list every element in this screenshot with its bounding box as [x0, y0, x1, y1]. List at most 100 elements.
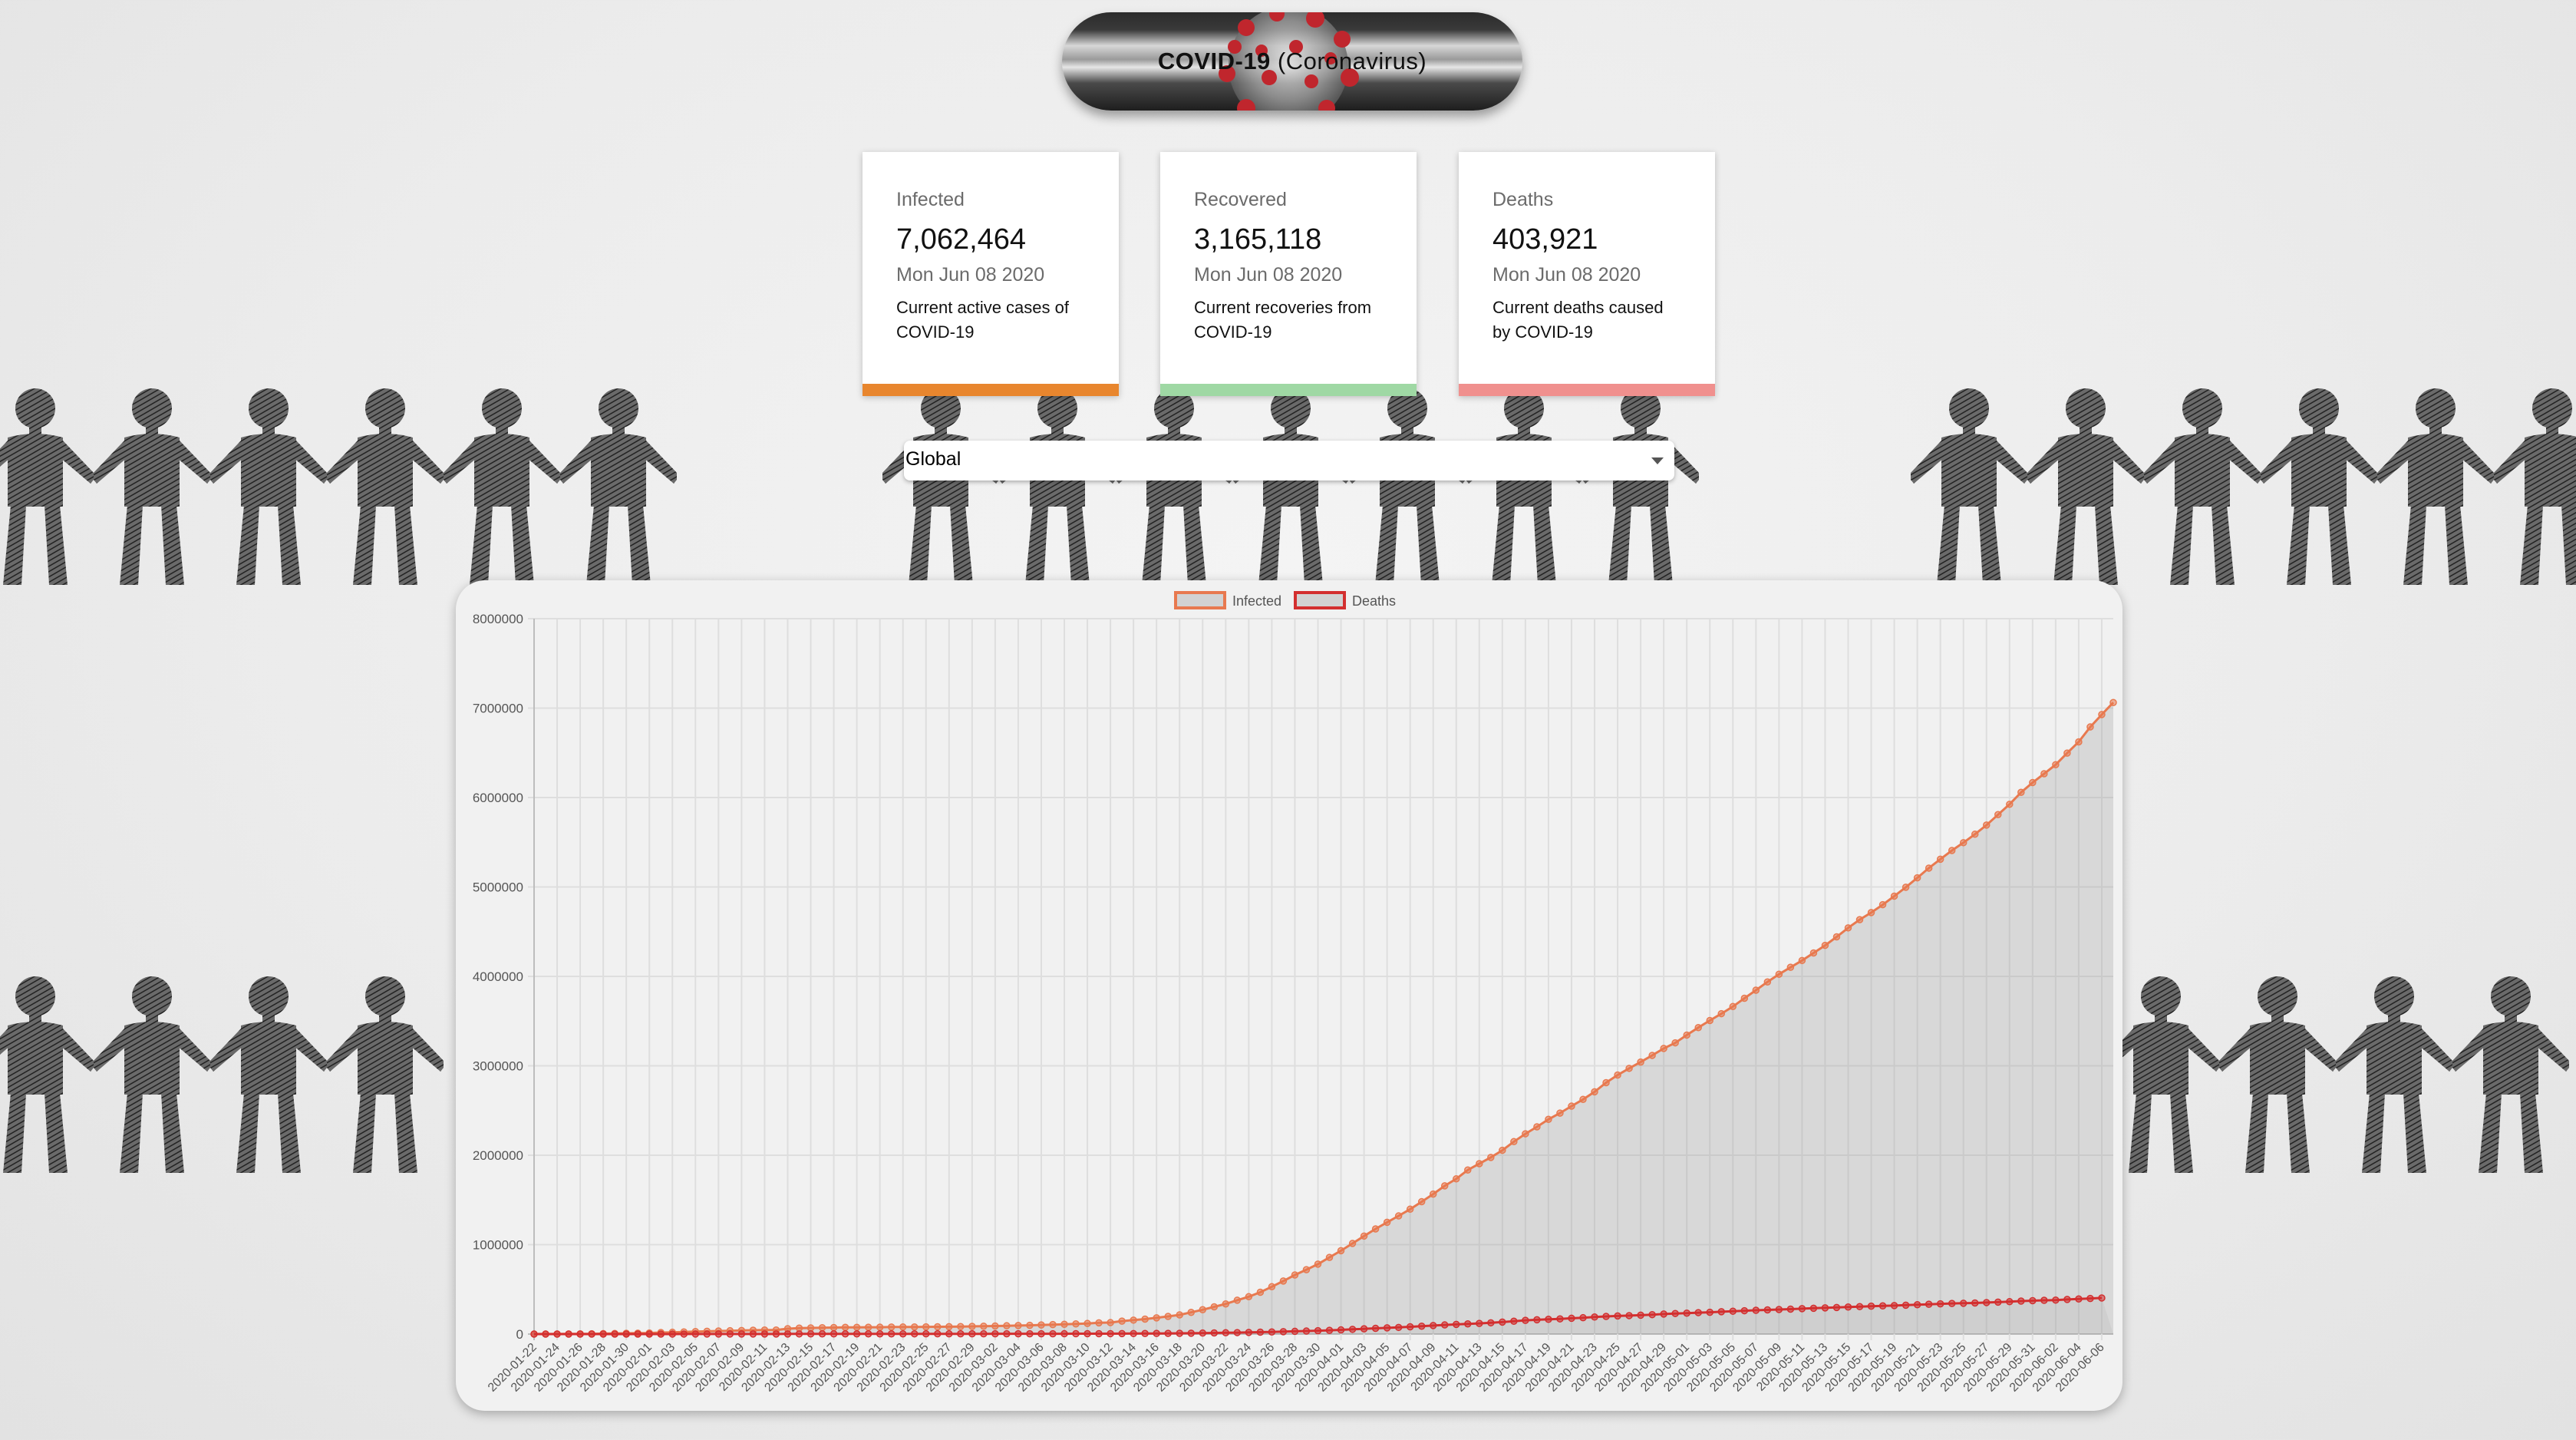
- data-point-deaths: [830, 1330, 838, 1338]
- y-tick-label: 0: [516, 1327, 523, 1342]
- person-figure: [1116, 388, 1232, 585]
- data-point-infected: [1809, 949, 1818, 957]
- data-point-deaths: [1694, 1309, 1702, 1316]
- data-point-infected: [1233, 1296, 1242, 1304]
- data-point-deaths: [1487, 1319, 1495, 1327]
- data-point-infected: [1660, 1045, 1667, 1052]
- data-point-infected: [1614, 1071, 1621, 1079]
- data-point-deaths: [1406, 1323, 1414, 1331]
- person-figure: [327, 976, 444, 1173]
- data-point-deaths: [1014, 1329, 1022, 1338]
- data-point-deaths: [1141, 1329, 1149, 1337]
- card-description: Current active cases of COVID-19: [896, 298, 1069, 342]
- data-point-infected: [1222, 1300, 1230, 1308]
- cases-line-chart: 0 1000000 2000000 3000000 4000000 5000000 6000…: [473, 591, 2117, 1395]
- data-point-deaths: [553, 1330, 561, 1338]
- data-point-infected: [934, 1323, 942, 1331]
- data-point-infected: [1072, 1320, 1080, 1328]
- data-point-deaths: [542, 1330, 549, 1338]
- coronavirus-image: [1219, 12, 1359, 111]
- data-point-infected: [1279, 1277, 1288, 1285]
- data-point-infected: [1545, 1115, 1552, 1124]
- data-point-infected: [945, 1323, 953, 1331]
- paper-people-decoration: [1911, 384, 2576, 591]
- data-point-infected: [1371, 1225, 1380, 1233]
- data-point-deaths: [1809, 1304, 1818, 1313]
- card-description: Current recoveries from COVID-19: [1194, 298, 1372, 342]
- data-point-deaths: [1925, 1300, 1933, 1308]
- recovered-card: Recovered 3,165,118 Mon Jun 08 2020 Curr…: [1160, 152, 1417, 396]
- data-point-deaths: [783, 1330, 792, 1338]
- data-point-infected: [1579, 1095, 1587, 1104]
- data-point-infected: [1245, 1293, 1253, 1301]
- data-point-deaths: [1545, 1316, 1552, 1323]
- data-point-infected: [1821, 941, 1829, 950]
- y-tick-label: 4000000: [473, 969, 523, 984]
- person-figure: [1232, 388, 1349, 585]
- data-point-infected: [1602, 1078, 1610, 1087]
- region-select[interactable]: Global: [904, 441, 1674, 481]
- data-point-infected: [1476, 1160, 1483, 1168]
- data-point-infected: [1256, 1288, 1265, 1296]
- data-point-infected: [1752, 986, 1760, 994]
- data-point-infected: [2109, 699, 2117, 706]
- data-point-infected: [1855, 916, 1864, 923]
- data-point-deaths: [864, 1329, 872, 1338]
- data-point-deaths: [576, 1330, 584, 1338]
- data-point-deaths: [588, 1330, 595, 1338]
- card-value: 403,921: [1492, 223, 1598, 256]
- data-point-deaths: [1060, 1329, 1068, 1338]
- data-point-infected: [2017, 788, 2025, 797]
- card-label: Deaths: [1492, 189, 1554, 210]
- data-point-deaths: [1648, 1310, 1656, 1319]
- data-point-deaths: [1994, 1298, 2002, 1306]
- data-point-deaths: [968, 1329, 976, 1338]
- data-point-infected: [1348, 1240, 1357, 1247]
- data-point-deaths: [1233, 1329, 1242, 1336]
- legend-label: Infected: [1232, 593, 1281, 609]
- data-point-infected: [2040, 770, 2048, 778]
- person-figure: [210, 976, 327, 1173]
- data-point-deaths: [1533, 1316, 1541, 1324]
- data-point-infected: [1786, 963, 1795, 971]
- data-point-infected: [922, 1323, 930, 1331]
- person-figure: [94, 388, 210, 585]
- person-figure: [2261, 388, 2377, 585]
- y-tick-label: 3000000: [473, 1059, 523, 1074]
- data-point-deaths: [1729, 1307, 1737, 1315]
- data-point-deaths: [703, 1330, 711, 1338]
- data-point-infected: [1913, 874, 1921, 882]
- data-point-deaths: [1383, 1324, 1391, 1332]
- data-point-deaths: [922, 1329, 930, 1338]
- data-point-deaths: [2017, 1297, 2025, 1305]
- data-point-deaths: [2063, 1296, 2071, 1303]
- data-point-deaths: [1084, 1329, 1091, 1338]
- data-point-infected: [864, 1323, 872, 1331]
- data-point-deaths: [1775, 1306, 1783, 1313]
- card-description: Current deaths caused by COVID-19: [1492, 298, 1664, 342]
- card-value: 7,062,464: [896, 223, 1027, 256]
- paper-people-decoration: [0, 972, 444, 1179]
- data-point-deaths: [934, 1329, 942, 1338]
- paper-people-decoration: [2103, 972, 2569, 1179]
- data-point-deaths: [1936, 1300, 1944, 1308]
- data-point-deaths: [1187, 1329, 1195, 1337]
- data-point-deaths: [760, 1330, 769, 1338]
- data-point-deaths: [737, 1330, 746, 1338]
- data-point-deaths: [1210, 1329, 1219, 1337]
- data-point-infected: [1291, 1271, 1299, 1279]
- data-point-deaths: [1279, 1328, 1288, 1336]
- card-date: Mon Jun 08 2020: [1194, 264, 1343, 286]
- data-point-infected: [1084, 1319, 1091, 1327]
- data-point-deaths: [1717, 1308, 1726, 1316]
- data-point-infected: [1625, 1065, 1633, 1072]
- data-point-deaths: [1360, 1325, 1368, 1333]
- y-tick-label: 7000000: [473, 702, 523, 716]
- data-point-infected: [1429, 1190, 1437, 1198]
- data-point-infected: [1499, 1146, 1506, 1154]
- person-figure: [0, 976, 94, 1173]
- data-point-deaths: [1706, 1308, 1713, 1316]
- data-point-infected: [1522, 1130, 1529, 1138]
- data-point-infected: [1568, 1102, 1575, 1110]
- card-value: 3,165,118: [1194, 223, 1322, 256]
